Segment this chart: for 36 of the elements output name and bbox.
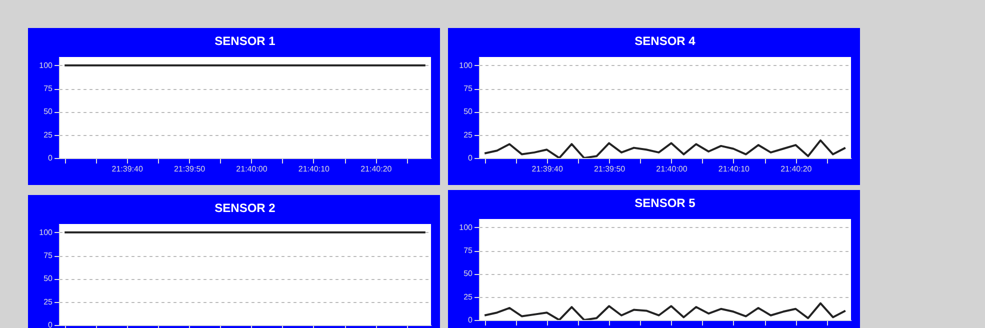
y-tick-label: 0	[468, 316, 474, 324]
y-tick-label: 25	[44, 130, 54, 140]
y-tick-label: 0	[48, 320, 54, 328]
chart-title: SENSOR 5	[634, 196, 696, 210]
y-tick-label: 50	[44, 107, 54, 116]
y-tick-label: 100	[39, 60, 54, 70]
y-tick-label: 25	[464, 130, 474, 140]
y-tick-label: 50	[464, 107, 474, 116]
line-series	[484, 302, 846, 320]
x-tick-label: 21:40:10	[718, 164, 750, 174]
y-tick-label: 100	[459, 60, 474, 70]
y-tick-label: 75	[464, 84, 474, 94]
y-tick-label: 50	[464, 269, 474, 278]
x-tick-label: 21:39:50	[174, 164, 206, 174]
y-tick-label: 0	[48, 154, 54, 162]
x-tick-label: 21:39:40	[112, 164, 144, 174]
x-tick-label: 21:40:20	[360, 164, 392, 174]
line-series	[484, 139, 846, 158]
y-tick-label: 75	[44, 84, 54, 94]
y-tick-label: 100	[39, 228, 54, 237]
y-tick-label: 0	[468, 154, 474, 162]
y-tick-label: 100	[459, 222, 474, 232]
y-tick-label: 25	[44, 297, 54, 306]
y-tick-label: 25	[464, 292, 474, 302]
chart-title: SENSOR 2	[214, 201, 276, 215]
y-tick-label: 50	[44, 274, 54, 284]
y-tick-label: 75	[44, 251, 54, 260]
x-tick-label: 21:40:00	[656, 164, 688, 174]
x-tick-label: 21:39:40	[532, 164, 564, 174]
x-tick-label: 21:40:00	[236, 164, 268, 174]
x-tick-label: 21:40:10	[298, 164, 330, 174]
chart-title: SENSOR 1	[214, 34, 276, 48]
chart-title: SENSOR 4	[634, 34, 696, 48]
x-tick-label: 21:39:50	[594, 164, 626, 174]
y-tick-label: 75	[464, 246, 474, 256]
x-tick-label: 21:40:20	[780, 164, 812, 174]
